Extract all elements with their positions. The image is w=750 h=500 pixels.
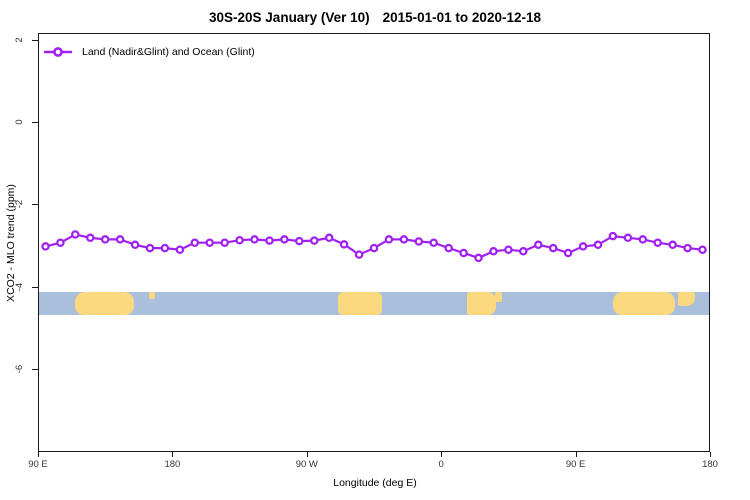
data-point <box>489 247 498 256</box>
data-point <box>220 238 229 247</box>
x-tick-mark <box>575 452 577 457</box>
data-point <box>698 245 707 254</box>
data-point <box>414 237 424 246</box>
data-point <box>324 233 334 243</box>
data-point <box>578 242 588 251</box>
data-point <box>280 235 289 244</box>
land-segment <box>466 292 497 316</box>
x-tick-label: 0 <box>438 459 444 470</box>
data-point <box>295 236 304 246</box>
legend: Land (Nadir&Glint) and Ocean (Glint) <box>43 45 255 59</box>
data-point <box>130 240 140 250</box>
x-tick-label: 90 E <box>28 459 48 470</box>
data-point <box>235 235 244 245</box>
x-tick-mark <box>710 452 711 457</box>
x-axis-label: Longitude (deg E) <box>333 477 417 489</box>
x-tick-label: 90 W <box>295 459 318 470</box>
data-point <box>265 236 274 245</box>
land-segment <box>338 292 383 316</box>
data-point <box>638 235 648 244</box>
data-point <box>504 245 513 254</box>
data-point <box>668 240 677 250</box>
data-point <box>548 243 558 253</box>
title-region-period: 30S-20S January (Ver 10) <box>209 10 370 25</box>
y-tick-mark <box>32 204 38 206</box>
x-tick-mark <box>38 452 39 457</box>
data-point <box>683 243 692 253</box>
data-point <box>205 238 214 247</box>
data-point <box>459 248 468 258</box>
data-point <box>86 233 95 243</box>
data-point <box>534 240 543 250</box>
data-point <box>339 240 349 249</box>
x-tick-label: 90 E <box>565 459 586 470</box>
data-point <box>608 231 618 241</box>
land-segment <box>494 292 503 303</box>
x-tick-mark <box>441 452 443 457</box>
data-series-canvas <box>41 230 707 263</box>
data-point <box>369 243 379 253</box>
data-point <box>56 238 65 247</box>
y-tick-mark <box>32 122 38 124</box>
data-point <box>71 230 80 239</box>
y-tick-label: 0 <box>14 119 25 125</box>
data-point <box>100 235 110 244</box>
legend-label: Land (Nadir&Glint) and Ocean (Glint) <box>82 46 255 58</box>
data-point <box>593 240 603 250</box>
y-tick-label: -2 <box>14 200 25 209</box>
y-tick-mark <box>32 368 38 370</box>
data-point <box>250 235 259 244</box>
land-segment <box>148 292 156 299</box>
data-point <box>384 235 394 244</box>
data-point <box>310 236 319 245</box>
data-point <box>474 253 483 263</box>
data-point <box>115 235 125 244</box>
land-segment <box>612 292 675 316</box>
x-tick-label: 180 <box>164 459 181 470</box>
data-point <box>563 248 573 258</box>
y-tick-label: -6 <box>14 364 25 374</box>
x-tick-mark <box>306 452 308 457</box>
data-point <box>160 243 170 253</box>
data-point <box>623 233 633 243</box>
data-point <box>145 243 155 253</box>
data-point <box>399 235 409 244</box>
land-segment <box>677 292 696 306</box>
data-point <box>175 245 185 254</box>
data-point <box>354 250 364 259</box>
title-date-range: 2015-01-01 to 2020-12-18 <box>382 10 541 25</box>
data-point <box>190 238 200 247</box>
chart-title: 30S-20S January (Ver 10) 2015-01-01 to 20… <box>0 10 750 25</box>
y-tick-mark <box>32 286 38 288</box>
x-tick-label: 180 <box>702 459 718 470</box>
data-point <box>519 247 528 256</box>
x-tick-mark <box>172 452 174 457</box>
land-segment <box>75 292 134 316</box>
data-point <box>444 243 453 253</box>
data-point <box>41 242 50 251</box>
y-tick-label: -4 <box>14 282 25 291</box>
legend-line-marker-icon <box>44 47 72 57</box>
y-tick-mark <box>32 39 38 41</box>
plot-area: 90 E 180 90 W 0 90 E 180 2 0 -2 -4 -6 Land (Nadir&… <box>14 33 718 470</box>
data-point <box>429 238 438 247</box>
data-point <box>653 238 662 247</box>
y-tick-label: 2 <box>14 37 25 43</box>
